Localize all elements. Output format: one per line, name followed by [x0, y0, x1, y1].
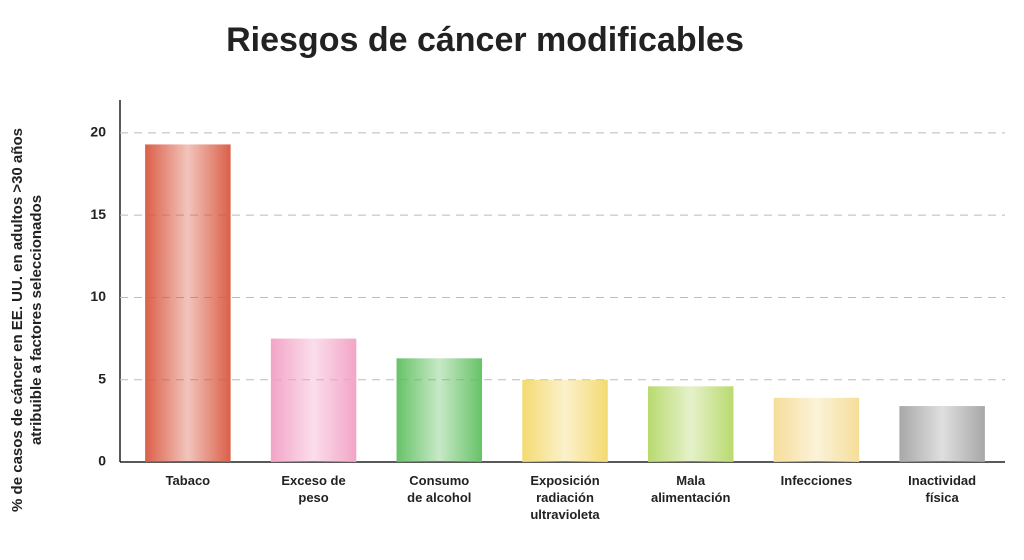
y-tick-label: 5 [98, 370, 106, 386]
y-tick-label: 0 [98, 453, 106, 469]
x-tick-label: Exposición radiación ultravioleta [530, 473, 600, 522]
x-tick-label: Mala alimentación [650, 473, 731, 505]
x-tick-label: Tabaco [165, 473, 211, 488]
bar [270, 338, 357, 462]
y-tick-label: 15 [90, 206, 106, 222]
x-tick-label: Exceso de peso [281, 473, 346, 505]
y-axis-label: % de casos de cáncer en EE. UU. en adult… [9, 128, 45, 512]
bar [647, 386, 734, 462]
y-tick-label: 20 [90, 124, 106, 140]
y-tick-label: 10 [90, 288, 106, 304]
bar [396, 358, 483, 462]
bar [145, 144, 231, 462]
bar [773, 397, 860, 462]
bar [899, 406, 985, 462]
x-tick-label: Infecciones [780, 473, 853, 488]
x-tick-label: Inactividad física [908, 473, 977, 505]
x-tick-label: Consumo de alcohol [407, 473, 472, 505]
bar [522, 379, 608, 462]
chart-title: Riesgos de cáncer modificables [226, 21, 744, 59]
